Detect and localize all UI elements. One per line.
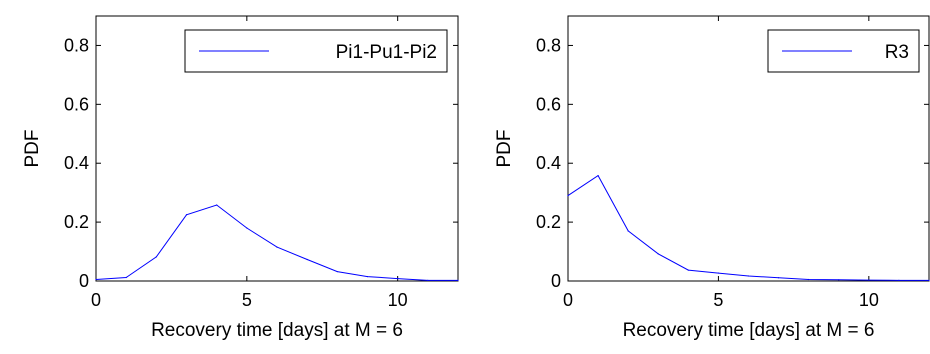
y-axis-label: PDF — [22, 130, 43, 168]
y-tick-label: 0.2 — [64, 212, 89, 232]
data-point — [306, 258, 308, 261]
data-point — [276, 246, 278, 248]
chart-right: 0 5 10 0 0.2 0.4 0.6 0.8 Recovery time [days] at… — [494, 15, 930, 341]
data-point — [838, 279, 840, 281]
series-line — [567, 174, 929, 281]
data-point — [397, 278, 399, 280]
data-point — [627, 230, 629, 232]
y-axis-label: PDF — [494, 130, 515, 168]
data-point — [597, 174, 599, 177]
data-point — [717, 272, 720, 274]
data-point — [457, 279, 459, 282]
y-tick-label: 0.6 — [536, 94, 561, 114]
y-tick-label: 0.4 — [536, 153, 561, 173]
data-point — [567, 195, 569, 197]
y-tick-label: 0 — [79, 271, 89, 291]
y-tick-label: 0 — [551, 271, 561, 291]
x-axis-label: Recovery time [days] at M = 6 — [151, 320, 403, 341]
legend-label: Pi1-Pu1-Pi2 — [336, 42, 437, 63]
y-tick-label: 0.8 — [536, 35, 561, 55]
data-point — [808, 278, 810, 281]
data-point — [747, 275, 750, 277]
data-point — [95, 278, 97, 281]
x-tick-label: 0 — [91, 290, 101, 310]
data-point — [246, 227, 248, 229]
x-tick-label: 10 — [859, 290, 879, 310]
chart-left: 0 5 10 0 0.2 0.4 0.6 0.8 Recovery time [days] at… — [22, 15, 459, 341]
x-tick-label: 10 — [388, 290, 408, 310]
data-point — [898, 279, 900, 282]
data-point — [125, 276, 127, 279]
plot-area-frame — [95, 15, 459, 282]
x-tick-label: 5 — [242, 290, 252, 310]
x-axis-label: Recovery time [days] at M = 6 — [623, 320, 875, 341]
x-tick-label: 5 — [713, 290, 723, 310]
series-line — [95, 204, 458, 281]
data-point — [427, 279, 429, 282]
data-point — [928, 279, 930, 282]
data-point — [155, 256, 157, 258]
data-point — [687, 269, 689, 271]
data-point — [185, 214, 188, 216]
data-point — [336, 270, 338, 273]
y-tick-label: 0.4 — [64, 153, 89, 173]
data-point — [777, 277, 780, 279]
plot-area-frame — [567, 15, 930, 282]
data-point — [366, 275, 369, 278]
x-tick-label: 0 — [563, 290, 573, 310]
data-point — [868, 279, 870, 281]
legend-label: R3 — [885, 42, 909, 63]
y-tick-label: 0.2 — [536, 212, 561, 232]
data-point — [216, 204, 218, 206]
y-tick-label: 0.8 — [64, 35, 89, 55]
data-point — [657, 253, 659, 255]
y-tick-label: 0.6 — [64, 94, 89, 114]
